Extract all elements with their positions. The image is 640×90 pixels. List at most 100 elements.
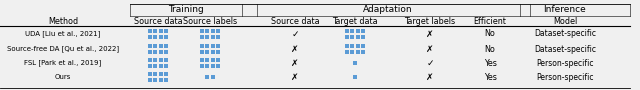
Bar [345, 35, 349, 39]
Bar [200, 64, 204, 68]
Bar [164, 58, 168, 62]
Text: ✓: ✓ [291, 30, 299, 39]
Bar [361, 50, 365, 54]
Bar [159, 64, 163, 68]
Bar [351, 50, 355, 54]
Bar [164, 78, 168, 82]
Text: Yes: Yes [484, 73, 497, 82]
Bar [211, 35, 214, 39]
Text: Source data: Source data [134, 16, 182, 25]
Bar [205, 29, 209, 33]
Bar [345, 29, 349, 33]
Text: Training: Training [168, 5, 204, 14]
Bar [216, 44, 220, 48]
Text: ✗: ✗ [426, 30, 434, 39]
Text: ✗: ✗ [291, 58, 299, 68]
Bar [211, 75, 214, 79]
Bar [351, 44, 355, 48]
Bar [205, 75, 209, 79]
Bar [154, 58, 157, 62]
Bar [164, 44, 168, 48]
Bar [164, 72, 168, 76]
Bar [159, 35, 163, 39]
Bar [361, 35, 365, 39]
Bar [164, 64, 168, 68]
Bar [154, 72, 157, 76]
Bar [205, 50, 209, 54]
Bar [148, 50, 152, 54]
Bar [211, 44, 214, 48]
Bar [205, 58, 209, 62]
Bar [159, 78, 163, 82]
Text: Inference: Inference [543, 5, 586, 14]
Bar [154, 35, 157, 39]
Bar [200, 44, 204, 48]
Text: Ours: Ours [55, 74, 71, 80]
Bar [159, 44, 163, 48]
Bar [200, 29, 204, 33]
Bar [200, 35, 204, 39]
Bar [164, 35, 168, 39]
Bar [200, 50, 204, 54]
Text: Target data: Target data [332, 16, 378, 25]
Text: Person-specific: Person-specific [536, 73, 594, 82]
Bar [351, 35, 355, 39]
Text: Source labels: Source labels [183, 16, 237, 25]
Text: ✗: ✗ [291, 44, 299, 53]
Text: Source data: Source data [271, 16, 319, 25]
Bar [216, 29, 220, 33]
Bar [205, 44, 209, 48]
Bar [148, 58, 152, 62]
Text: No: No [484, 30, 495, 39]
Bar [216, 35, 220, 39]
Bar [148, 29, 152, 33]
Bar [159, 29, 163, 33]
Text: Target labels: Target labels [404, 16, 456, 25]
Bar [356, 35, 360, 39]
Bar [148, 78, 152, 82]
Bar [361, 29, 365, 33]
Bar [356, 44, 360, 48]
Bar [159, 72, 163, 76]
Text: ✗: ✗ [291, 73, 299, 82]
Bar [216, 58, 220, 62]
Bar [148, 64, 152, 68]
Bar [351, 29, 355, 33]
Bar [154, 78, 157, 82]
Text: Dataset-specific: Dataset-specific [534, 44, 596, 53]
Text: Dataset-specific: Dataset-specific [534, 30, 596, 39]
Bar [159, 58, 163, 62]
Bar [211, 29, 214, 33]
Bar [154, 44, 157, 48]
Bar [154, 64, 157, 68]
Bar [159, 50, 163, 54]
Text: Person-specific: Person-specific [536, 58, 594, 68]
Bar [211, 58, 214, 62]
Bar [164, 29, 168, 33]
Bar [148, 72, 152, 76]
Bar [345, 44, 349, 48]
Bar [205, 64, 209, 68]
Bar [345, 50, 349, 54]
Bar [216, 64, 220, 68]
Text: No: No [484, 44, 495, 53]
Text: Source-free DA [Qu et al., 2022]: Source-free DA [Qu et al., 2022] [7, 46, 119, 52]
Bar [353, 75, 357, 79]
Text: Efficient: Efficient [474, 16, 506, 25]
Text: Yes: Yes [484, 58, 497, 68]
Text: ✗: ✗ [426, 73, 434, 82]
Bar [148, 35, 152, 39]
Bar [353, 61, 357, 65]
Text: ✗: ✗ [426, 44, 434, 53]
Text: Adaptation: Adaptation [363, 5, 413, 14]
Bar [356, 29, 360, 33]
Bar [154, 29, 157, 33]
Bar [148, 44, 152, 48]
Text: Model: Model [553, 16, 577, 25]
Bar [361, 44, 365, 48]
Bar [216, 50, 220, 54]
Bar [164, 50, 168, 54]
Text: FSL [Park et al., 2019]: FSL [Park et al., 2019] [24, 60, 102, 66]
Bar [200, 58, 204, 62]
Bar [205, 35, 209, 39]
